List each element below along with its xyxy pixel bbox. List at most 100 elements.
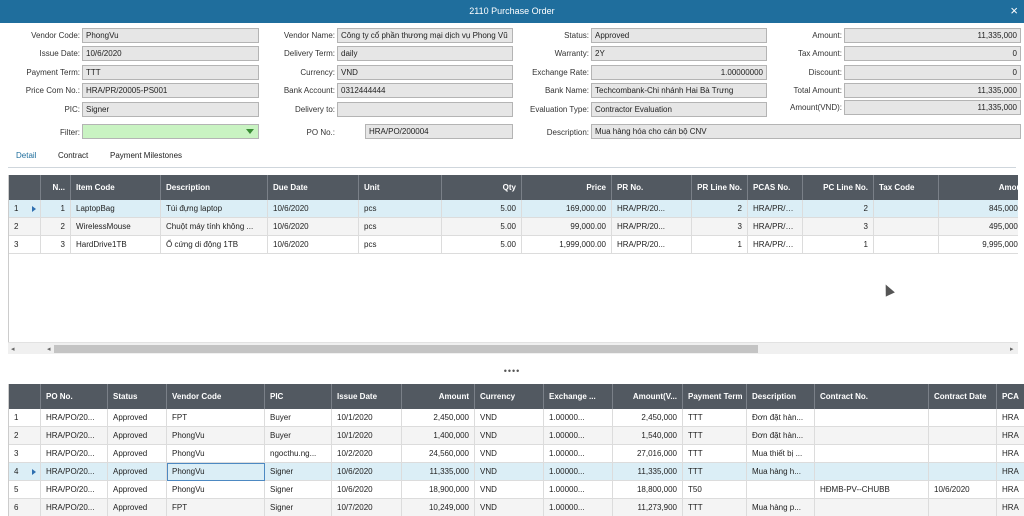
column-header-pca[interactable]: PCA — [997, 384, 1024, 409]
cell-amount[interactable]: 845,000.00 — [939, 200, 1018, 218]
row-index[interactable]: 6 — [9, 499, 41, 516]
scrollbar-thumb[interactable] — [54, 345, 758, 353]
cell-description[interactable]: Đơn đặt hàn... — [747, 409, 815, 427]
column-header-unit[interactable]: Unit — [359, 175, 442, 200]
cell-unit[interactable]: pcs — [359, 218, 442, 236]
evaluation-type-field[interactable]: Contractor Evaluation — [591, 102, 767, 117]
warranty-field[interactable]: 2Y — [591, 46, 767, 61]
cell-status[interactable]: Approved — [108, 499, 167, 516]
column-header-amount[interactable]: Amount — [402, 384, 475, 409]
cell-amount[interactable]: 495,000.00 — [939, 218, 1018, 236]
cell-unit[interactable]: pcs — [359, 200, 442, 218]
exchange-rate-field[interactable]: 1.00000000 — [591, 65, 767, 80]
column-header-pcas-no[interactable]: PCAS No. — [748, 175, 803, 200]
close-icon[interactable]: × — [1010, 3, 1018, 18]
cell-pic[interactable]: Signer — [265, 463, 332, 481]
cell-contract-date[interactable] — [929, 499, 997, 516]
cell-exchange[interactable]: 1.00000... — [544, 409, 613, 427]
cell-contract-date[interactable] — [929, 445, 997, 463]
cell-issue-date[interactable]: 10/1/2020 — [332, 427, 402, 445]
table-row[interactable]: 4 HRA/PO/20... Approved PhongVu Signer 10/6/2… — [9, 463, 1024, 481]
cell-contract-no[interactable] — [815, 409, 929, 427]
column-header-status[interactable]: Status — [108, 384, 167, 409]
cell-amount-v[interactable]: 27,016,000 — [613, 445, 683, 463]
cell-unit[interactable]: pcs — [359, 236, 442, 254]
cell-exchange[interactable]: 1.00000... — [544, 427, 613, 445]
column-header-exchange[interactable]: Exchange ... — [544, 384, 613, 409]
cell-exchange[interactable]: 1.00000... — [544, 445, 613, 463]
cell-amount-v[interactable]: 11,335,000 — [613, 463, 683, 481]
cell-pca[interactable]: HRA — [997, 445, 1024, 463]
row-index[interactable]: 2 — [9, 218, 41, 236]
table-row[interactable]: 5 HRA/PO/20... Approved PhongVu Signer 10/6/2… — [9, 481, 1024, 499]
table-row[interactable]: 3 3 HardDrive1TB Ổ cứng di động 1TB 10/6/202… — [9, 236, 1018, 254]
delivery-term-field[interactable]: daily — [337, 46, 513, 61]
cell-exchange[interactable]: 1.00000... — [544, 463, 613, 481]
row-index[interactable]: 4 — [9, 463, 41, 481]
column-header-amount[interactable]: Amount — [939, 175, 1018, 200]
column-header-payment-term[interactable]: Payment Term — [683, 384, 747, 409]
cell-po-no[interactable]: HRA/PO/20... — [41, 463, 108, 481]
row-index[interactable]: 5 — [9, 481, 41, 499]
scroll-left-icon[interactable]: ◂ — [47, 346, 51, 353]
cell-pc-line-no[interactable]: 2 — [803, 200, 874, 218]
row-index[interactable]: 1 — [9, 200, 41, 218]
table-row[interactable]: 1 1 LaptopBag Túi đựng laptop 10/6/2020 pcs 5.… — [9, 200, 1018, 218]
discount-field[interactable]: 0 — [844, 65, 1021, 80]
cell-payment-term[interactable]: TTT — [683, 499, 747, 516]
cell-pca[interactable]: HRA — [997, 499, 1024, 516]
cell-currency[interactable]: VND — [475, 499, 544, 516]
cell-amount[interactable]: 9,995,000.00 — [939, 236, 1018, 254]
cell-payment-term[interactable]: TTT — [683, 427, 747, 445]
vendor-code-field[interactable]: PhongVu — [82, 28, 259, 43]
cell-amount-v[interactable]: 11,273,900 — [613, 499, 683, 516]
column-header-contract-no[interactable]: Contract No. — [815, 384, 929, 409]
cell-issue-date[interactable]: 10/7/2020 — [332, 499, 402, 516]
table-row[interactable]: 2 2 WirelessMouse Chuột máy tính không ... 1… — [9, 218, 1018, 236]
chevron-down-icon[interactable] — [246, 129, 254, 134]
cell-price[interactable]: 169,000.00 — [522, 200, 612, 218]
description-field[interactable]: Mua hàng hóa cho cán bộ CNV — [591, 124, 1021, 139]
cell-pic[interactable]: Buyer — [265, 409, 332, 427]
cell-contract-no[interactable] — [815, 427, 929, 445]
cell-due-date[interactable]: 10/6/2020 — [268, 200, 359, 218]
scroll-left-icon[interactable]: ◂ — [11, 346, 15, 353]
cell-vendor-code[interactable]: FPT — [167, 409, 265, 427]
cell-amount[interactable]: 1,400,000 — [402, 427, 475, 445]
cell-contract-date[interactable] — [929, 463, 997, 481]
cell-vendor-code[interactable]: PhongVu — [167, 481, 265, 499]
column-header-pc-line-no[interactable]: PC Line No. — [803, 175, 874, 200]
tab-payment-milestones[interactable]: Payment Milestones — [110, 151, 183, 160]
issue-date-field[interactable]: 10/6/2020 — [82, 46, 259, 61]
cell-price[interactable]: 1,999,000.00 — [522, 236, 612, 254]
column-header-price[interactable]: Price — [522, 175, 612, 200]
amount-field[interactable]: 11,335,000 — [844, 28, 1021, 43]
status-field[interactable]: Approved — [591, 28, 767, 43]
cell-amount-v[interactable]: 1,540,000 — [613, 427, 683, 445]
table-row[interactable]: 6 HRA/PO/20... Approved FPT Signer 10/7/2020 1… — [9, 499, 1024, 516]
cell-vendor-code[interactable]: PhongVu — [167, 463, 265, 481]
cell-tax-code[interactable] — [874, 218, 939, 236]
table-row[interactable]: 2 HRA/PO/20... Approved PhongVu Buyer 10/1/20… — [9, 427, 1024, 445]
cell-currency[interactable]: VND — [475, 481, 544, 499]
cell-pic[interactable]: ngocthu.ng... — [265, 445, 332, 463]
cell-issue-date[interactable]: 10/6/2020 — [332, 463, 402, 481]
cell-po-no[interactable]: HRA/PO/20... — [41, 499, 108, 516]
cell-tax-code[interactable] — [874, 236, 939, 254]
cell-pca[interactable]: HRA — [997, 463, 1024, 481]
cell-payment-term[interactable]: TTT — [683, 445, 747, 463]
cell-tax-code[interactable] — [874, 200, 939, 218]
column-header-vendor-code[interactable]: Vendor Code — [167, 384, 265, 409]
cell-pr-line-no[interactable]: 3 — [692, 218, 748, 236]
cell-n[interactable]: 1 — [41, 200, 71, 218]
cell-qty[interactable]: 5.00 — [442, 218, 522, 236]
cell-due-date[interactable]: 10/6/2020 — [268, 236, 359, 254]
column-header-po-no[interactable]: PO No. — [41, 384, 108, 409]
cell-vendor-code[interactable]: PhongVu — [167, 427, 265, 445]
table-row[interactable]: 3 HRA/PO/20... Approved PhongVu ngocthu.ng..… — [9, 445, 1024, 463]
cell-issue-date[interactable]: 10/6/2020 — [332, 481, 402, 499]
column-header-pr-line-no[interactable]: PR Line No. — [692, 175, 748, 200]
cell-amount[interactable]: 18,900,000 — [402, 481, 475, 499]
column-header-issue-date[interactable]: Issue Date — [332, 384, 402, 409]
cell-currency[interactable]: VND — [475, 427, 544, 445]
